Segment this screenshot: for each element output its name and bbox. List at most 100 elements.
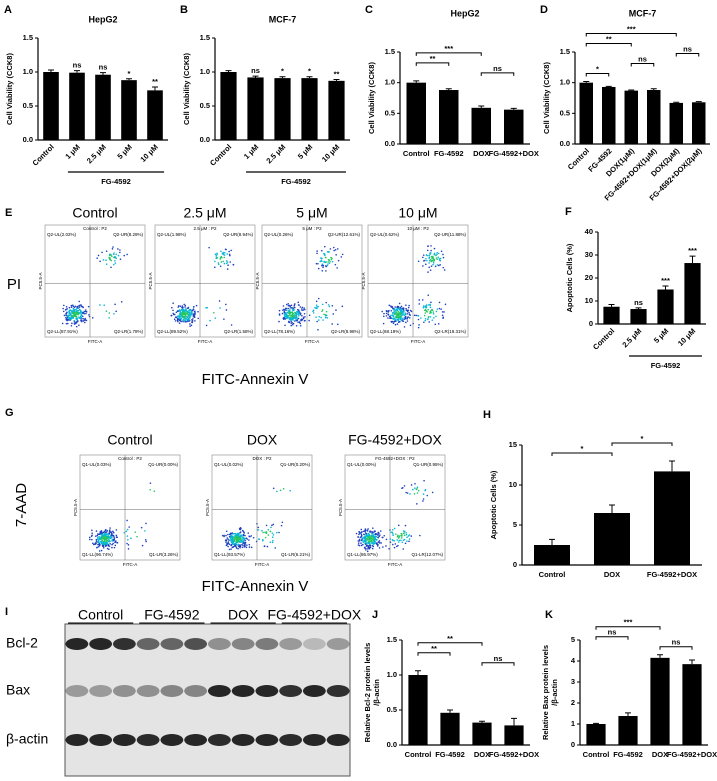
event-dot (283, 311, 286, 314)
comparison-label: ** (606, 34, 612, 43)
event-dot (287, 312, 290, 314)
event-dot (78, 304, 81, 307)
event-dot (406, 316, 409, 319)
quadrant-label: Q1-UR(0.20%) (280, 462, 310, 467)
blot-band (326, 638, 350, 650)
event-dot (225, 309, 228, 311)
event-dot (326, 264, 329, 267)
event-dot (404, 316, 407, 319)
event-dot (294, 317, 297, 320)
event-dot (98, 550, 101, 552)
event-dot (396, 539, 399, 541)
event-dot (81, 312, 84, 314)
plot-y-axis: PC5.5-A (148, 272, 153, 289)
event-dot (416, 486, 419, 489)
event-dot (358, 531, 361, 533)
event-dot (179, 316, 182, 318)
quadrant-label: Q1-UL(0.03%) (82, 462, 112, 467)
event-dot (371, 531, 373, 533)
event-dot (97, 539, 100, 542)
event-dot (108, 317, 110, 319)
x-tick-label: DOX (652, 750, 668, 759)
event-dot (367, 542, 370, 545)
y-tick-label: 1.0 (23, 67, 33, 76)
blot-band (65, 734, 89, 746)
x-tick-label: Control (539, 570, 566, 579)
event-dot (408, 540, 410, 543)
panel-letter: E (5, 207, 12, 219)
event-dot (325, 270, 327, 272)
error-bar (100, 72, 106, 75)
event-dot (405, 304, 407, 306)
event-dot (396, 305, 399, 308)
y-tick-label: 0.5 (387, 705, 397, 714)
event-dot (82, 315, 84, 318)
event-dot (232, 541, 235, 544)
event-dot (435, 315, 437, 318)
event-dot (73, 319, 76, 322)
event-dot (227, 541, 230, 543)
event-dot (209, 319, 211, 322)
blot-band (207, 734, 231, 746)
event-dot (187, 307, 189, 310)
event-dot (357, 544, 360, 546)
error-bar (333, 78, 340, 81)
bar (594, 513, 630, 565)
event-dot (220, 261, 223, 263)
blot-band (279, 638, 303, 650)
event-dot (179, 305, 182, 308)
event-dot (106, 535, 108, 538)
y-tick-label: 1.5 (385, 47, 395, 56)
event-dot (407, 306, 410, 309)
event-dot (385, 310, 388, 313)
event-dot (64, 309, 67, 311)
event-dot (134, 531, 137, 533)
bar (69, 72, 85, 140)
event-dot (174, 316, 177, 318)
event-dot (271, 536, 274, 539)
event-dot (115, 534, 118, 537)
event-dot (291, 313, 294, 316)
event-dot (315, 316, 317, 318)
event-dot (299, 324, 302, 327)
comparison-bracket (595, 636, 629, 640)
event-dot (327, 304, 330, 306)
error-bar (695, 101, 702, 103)
event-dot (174, 320, 177, 322)
event-dot (400, 305, 403, 308)
event-dot (97, 543, 99, 546)
event-dot (408, 534, 411, 536)
event-dot (231, 536, 234, 538)
blot-band (89, 685, 113, 697)
event-dot (111, 543, 113, 546)
event-dot (410, 535, 413, 537)
event-dot (119, 249, 121, 251)
event-dot (320, 257, 322, 259)
event-dot (382, 546, 384, 548)
chart-title: MCF-7 (629, 8, 657, 18)
event-dot (428, 266, 431, 269)
event-dot (303, 312, 306, 315)
event-dot (422, 498, 425, 500)
quadrant-label: Q1-UL(0.00%) (347, 462, 377, 467)
event-dot (417, 260, 420, 263)
event-dot (91, 538, 93, 541)
event-dot (218, 300, 221, 302)
event-dot (397, 524, 400, 527)
event-dot (324, 254, 326, 257)
event-dot (364, 529, 366, 532)
event-dot (371, 547, 374, 550)
event-dot (230, 324, 233, 326)
event-dot (297, 304, 300, 306)
event-dot (229, 261, 232, 263)
event-dot (278, 314, 281, 316)
event-dot (322, 319, 324, 321)
event-dot (225, 541, 227, 543)
event-dot (323, 313, 325, 316)
event-dot (369, 538, 372, 540)
event-dot (70, 304, 73, 307)
event-dot (324, 256, 327, 259)
event-dot (112, 246, 114, 248)
event-dot (317, 262, 319, 265)
